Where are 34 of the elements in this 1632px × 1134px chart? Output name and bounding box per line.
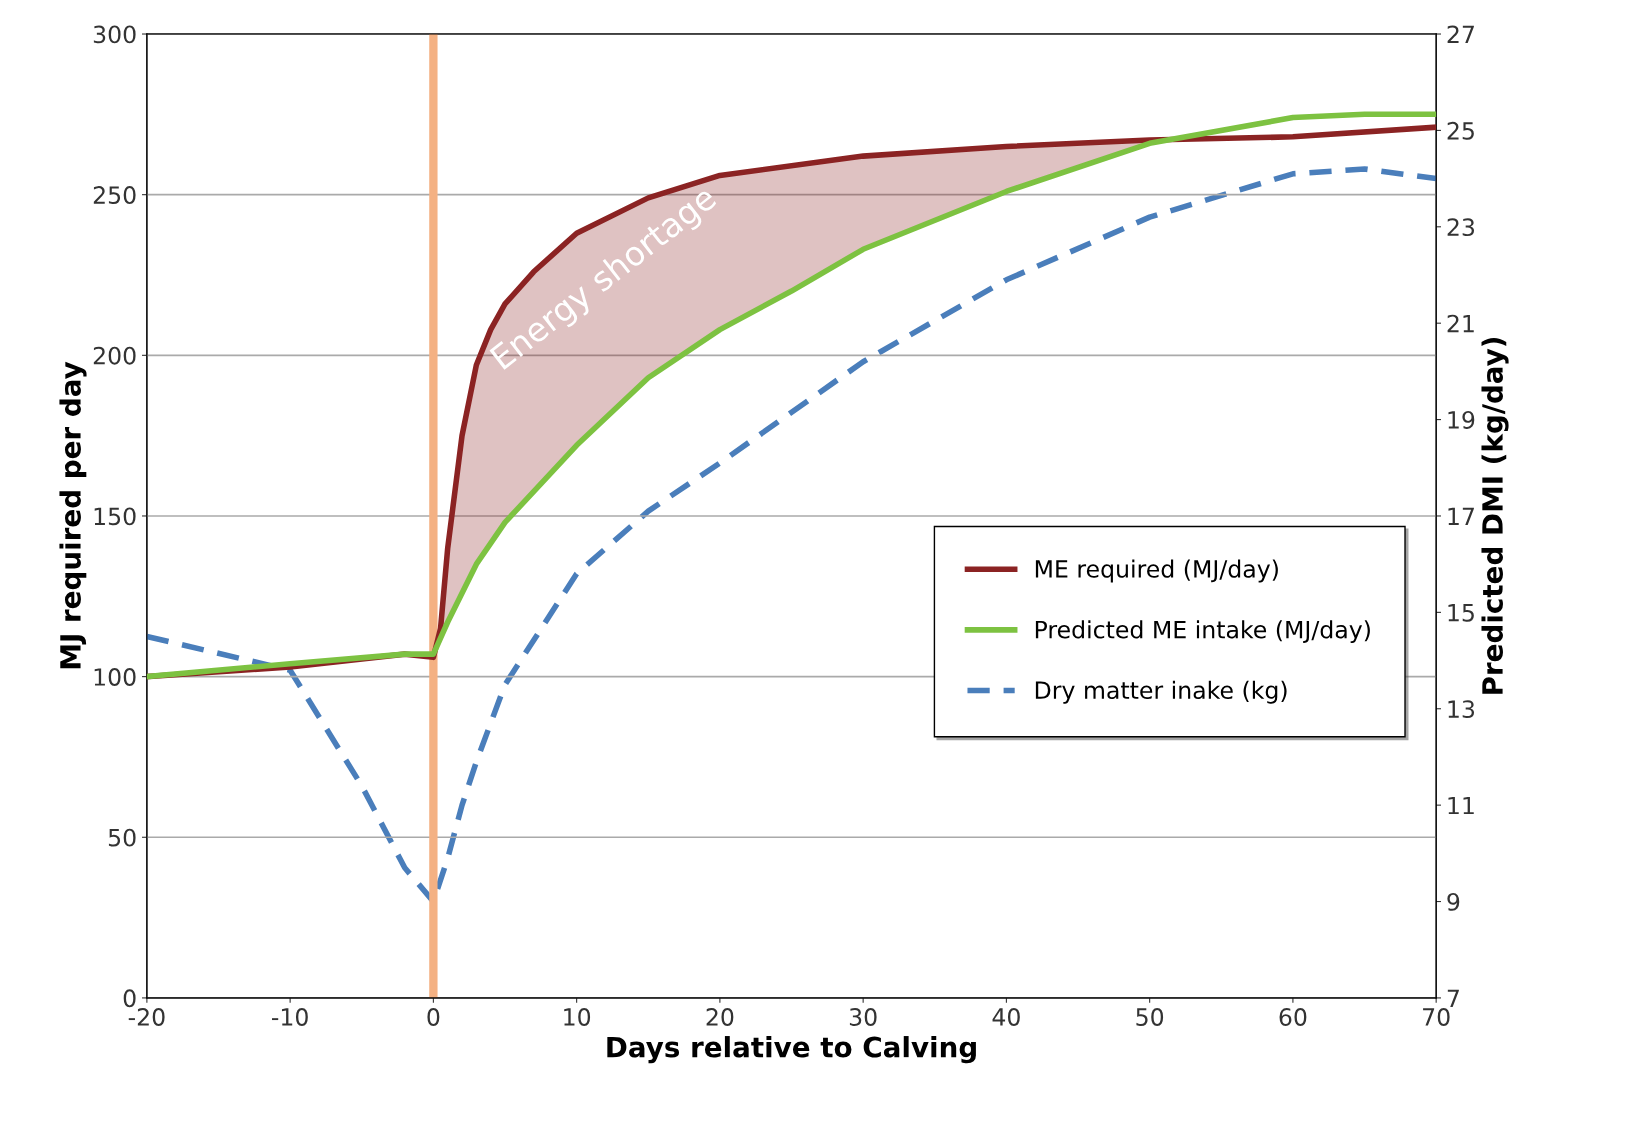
legend-label: Predicted ME intake (MJ/day) [1035, 620, 1370, 644]
y-tick-label: 250 [93, 186, 136, 204]
x-axis-title: Days relative to Calving [607, 1036, 976, 1064]
y-tick-label: 0 [123, 989, 136, 1008]
legend-label: Dry matter inake (kg) [1035, 680, 1287, 704]
y2-tick-label: 27 [1447, 25, 1474, 43]
x-tick-label: -20 [128, 1008, 165, 1026]
y-axis-title: MJ required per day [59, 361, 87, 669]
x-tick-label: 10 [564, 1008, 591, 1026]
y-tick-label: 200 [93, 346, 136, 365]
x-tick-label: -10 [272, 1008, 308, 1026]
y-tick-label: 300 [93, 25, 136, 44]
y2-tick-label: 9 [1447, 892, 1460, 911]
x-tick-label: 70 [1423, 1008, 1450, 1026]
y2-tick-label: 25 [1447, 121, 1474, 140]
x-tick-label: 30 [849, 1008, 877, 1026]
y2-tick-label: 19 [1448, 411, 1475, 429]
y2-axis-title: Predicted DMI (kg/day) [1481, 337, 1509, 694]
y2-tick-label: 15 [1448, 604, 1474, 622]
legend-label: ME required (MJ/day) [1035, 559, 1278, 583]
y-tick-label: 100 [94, 668, 136, 686]
x-tick-label: 40 [992, 1008, 1020, 1026]
y2-tick-label: 21 [1447, 314, 1474, 333]
y2-tick-label: 13 [1448, 700, 1475, 719]
y-tick-label: 150 [94, 507, 136, 526]
y2-tick-label: 7 [1447, 989, 1459, 1007]
y2-tick-label: 17 [1448, 507, 1474, 525]
y2-tick-label: 11 [1448, 796, 1474, 815]
x-tick-label: 0 [427, 1008, 440, 1026]
x-tick-label: 50 [1136, 1008, 1164, 1026]
y-tick-label: 50 [108, 828, 136, 847]
x-tick-label: 60 [1279, 1008, 1307, 1026]
y2-tick-label: 23 [1447, 218, 1475, 237]
x-tick-label: 20 [706, 1008, 734, 1026]
